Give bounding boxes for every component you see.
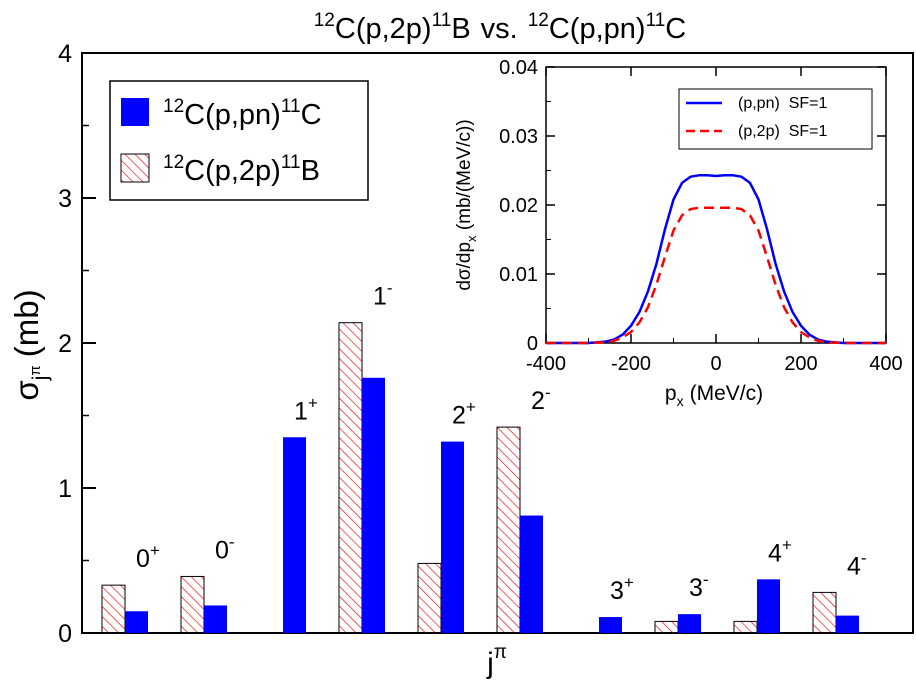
legend-swatch-p2p <box>120 153 150 183</box>
inset-chart: -400 -200 0 200 400 0 0.01 0.02 0.03 0.04 (p,pn) … <box>454 57 903 409</box>
inset-x-tick-label: -200 <box>611 353 651 375</box>
main-y-tick-label: 4 <box>58 40 72 68</box>
legend-label-p2p: 12C(p,2p)11B <box>163 152 320 187</box>
inset-axes: -400 -200 0 200 400 0 0.01 0.02 0.03 0.04 <box>499 57 903 375</box>
inset-y-axis-label: dσ/dpx (mb/(MeV/c)) <box>454 119 479 290</box>
inset-legend: (p,pn) SF=1 (p,2p) SF=1 <box>678 88 873 150</box>
inset-legend-label-p2p: (p,2p) SF=1 <box>738 123 827 140</box>
bar-group-label: 4- <box>847 548 867 580</box>
bar-p2p <box>338 322 363 634</box>
legend-frame <box>109 80 369 201</box>
inset-y-tick-label: 0.04 <box>499 57 538 79</box>
bar-pn <box>125 611 148 633</box>
inset-x-tick-label: 0 <box>710 353 721 375</box>
inset-x-tick-label: 200 <box>784 353 817 375</box>
inset-legend-label-pn: (p,pn) SF=1 <box>738 95 827 112</box>
bar-p2p <box>180 575 205 634</box>
bar-group-label: 0- <box>215 532 235 564</box>
inset-series-line-p2p <box>546 206 886 345</box>
bar-pn <box>283 437 306 633</box>
bar-group-label: 0+ <box>136 541 160 573</box>
inset-y-tick-label: 0 <box>527 333 538 355</box>
bar-pn <box>757 579 780 633</box>
bar-p2p <box>417 562 442 634</box>
bar-group-label: 3+ <box>610 573 634 605</box>
legend-label-pn: 12C(p,pn)11C <box>163 96 322 131</box>
main-y-axis-label: σjπ(mb) <box>8 289 52 400</box>
inset-x-tick-label: 400 <box>869 353 902 375</box>
bar-group-label: 1- <box>373 279 393 311</box>
bar-pn <box>520 515 543 633</box>
bar-pn <box>836 615 859 633</box>
main-x-axis-label: jπ <box>486 642 507 680</box>
bar-p2p <box>654 620 679 634</box>
main-y-tick-label: 2 <box>58 330 72 358</box>
inset-y-tick-label: 0.02 <box>499 195 538 217</box>
inset-legend-frame <box>678 88 873 150</box>
bar-group-label: 1+ <box>294 393 318 425</box>
inset-lines <box>546 174 886 345</box>
bar-p2p <box>812 591 837 634</box>
main-bar-labels: 0+ 0- 1+ 1- 2+ 2- 3+ 3- 4+ 4- <box>136 279 867 605</box>
bar-group-label: 3- <box>689 570 709 602</box>
inset-series-line-pn <box>546 174 886 345</box>
bar-group-label: 4+ <box>768 535 792 567</box>
inset-y-tick-label: 0.03 <box>499 126 538 148</box>
bar-group-label: 2+ <box>452 398 476 430</box>
inset-x-tick-label: -400 <box>526 353 566 375</box>
bar-pn <box>441 441 464 633</box>
bar-pn <box>678 614 701 633</box>
bar-group-label: 2- <box>531 383 551 415</box>
bar-p2p <box>733 620 758 634</box>
main-y-tick-label: 1 <box>58 475 72 503</box>
bar-pn <box>362 377 385 633</box>
main-y-tick-label: 3 <box>58 185 72 213</box>
bar-pn <box>599 617 622 633</box>
legend-swatch-pn <box>121 98 149 126</box>
chart-title: 12C(p,2p)11B vs. 12C(p,pn)11C <box>314 10 687 45</box>
bar-p2p <box>101 584 126 634</box>
main-y-tick-label: 0 <box>58 620 72 648</box>
bar-pn <box>204 605 227 633</box>
main-legend: 12C(p,pn)11C 12C(p,2p)11B <box>109 80 369 201</box>
main-bars <box>101 322 859 634</box>
bar-p2p <box>496 426 521 634</box>
inset-y-tick-label: 0.01 <box>499 264 538 286</box>
inset-x-axis-label: px (MeV/c) <box>665 382 763 409</box>
main-y-axis: 0 1 2 3 4 <box>58 40 96 648</box>
